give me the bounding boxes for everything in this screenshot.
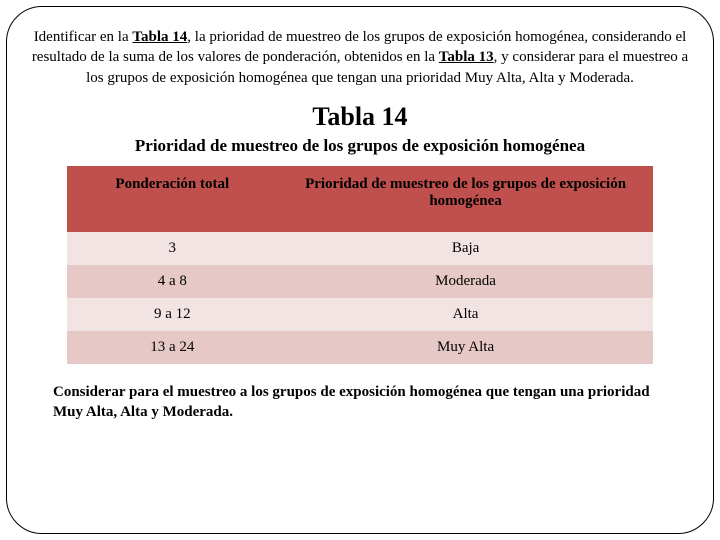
table-subtitle: Prioridad de muestreo de los grupos de e…: [19, 136, 701, 156]
cell-ponderacion: 3: [67, 232, 278, 265]
table-row: 3Baja: [67, 232, 654, 265]
cell-ponderacion: 13 a 24: [67, 331, 278, 364]
table-title: Tabla 14: [19, 102, 701, 132]
cell-prioridad: Moderada: [278, 265, 653, 298]
footer-note: Considerar para el muestreo a los grupos…: [19, 382, 701, 423]
table-body: 3Baja4 a 8Moderada9 a 12Alta13 a 24Muy A…: [67, 232, 654, 364]
intro-prefix: Identificar en la: [34, 29, 133, 45]
intro-paragraph: Identificar en la Tabla 14, la prioridad…: [19, 27, 701, 88]
header-ponderacion: Ponderación total: [67, 166, 278, 232]
cell-ponderacion: 9 a 12: [67, 298, 278, 331]
slide-frame: Identificar en la Tabla 14, la prioridad…: [6, 6, 714, 534]
intro-bold2: Tabla 13: [439, 49, 494, 65]
priority-table: Ponderación total Prioridad de muestreo …: [67, 166, 654, 364]
cell-ponderacion: 4 a 8: [67, 265, 278, 298]
table-row: 13 a 24Muy Alta: [67, 331, 654, 364]
table-row: 9 a 12Alta: [67, 298, 654, 331]
cell-prioridad: Baja: [278, 232, 653, 265]
table-row: 4 a 8Moderada: [67, 265, 654, 298]
intro-bold1: Tabla 14: [132, 29, 187, 45]
cell-prioridad: Muy Alta: [278, 331, 653, 364]
table-header-row: Ponderación total Prioridad de muestreo …: [67, 166, 654, 232]
header-prioridad: Prioridad de muestreo de los grupos de e…: [278, 166, 653, 232]
cell-prioridad: Alta: [278, 298, 653, 331]
